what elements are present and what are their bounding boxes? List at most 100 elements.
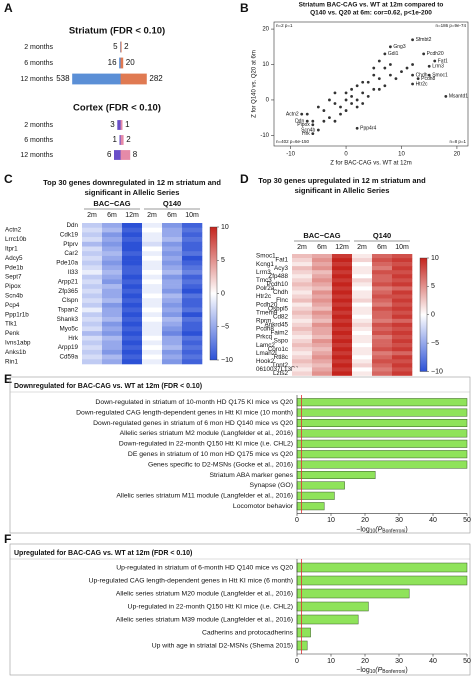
- heat-cell: [372, 322, 393, 328]
- heat-cell: [312, 343, 333, 348]
- heat-cell: [332, 310, 353, 316]
- point: [366, 95, 370, 98]
- point: [344, 91, 348, 95]
- column-label: 2m: [357, 244, 367, 251]
- point: [372, 73, 376, 77]
- heat-cell: [82, 227, 103, 233]
- x-tick-label: 40: [429, 658, 437, 665]
- x-axis-label-part: Bonferroni: [382, 669, 405, 675]
- row-label: 12 months: [20, 152, 53, 159]
- heat-cell: [142, 255, 163, 261]
- row-label: Rprm: [256, 317, 271, 324]
- heat-cell: [372, 270, 393, 275]
- heat-cell: [82, 293, 103, 299]
- heat-cell: [352, 286, 373, 291]
- row-label: Smoc1: [256, 253, 276, 260]
- row-label: Arpp21: [58, 278, 79, 285]
- heat-cell: [182, 321, 203, 327]
- heat-cell: [182, 279, 203, 285]
- point: [311, 123, 315, 127]
- heat-cell: [182, 302, 203, 308]
- heat-cell: [82, 359, 103, 365]
- point-label: Sfmbt2: [416, 37, 432, 43]
- heat-cell: [352, 371, 373, 376]
- row-label: Htr2c: [256, 293, 271, 300]
- heat-cell: [292, 335, 313, 340]
- bar-up: [120, 73, 147, 85]
- heat-cell: [162, 288, 183, 294]
- heat-cell: [162, 223, 183, 228]
- heat-cell: [332, 258, 353, 263]
- heat-cell: [352, 359, 373, 364]
- heat-cell: [352, 298, 373, 303]
- heat-cell: [312, 355, 333, 360]
- x-tick-label: 10: [327, 517, 335, 524]
- panel-title: Striatum (FDR < 0.10): [69, 26, 165, 37]
- heat-cell: [312, 290, 333, 295]
- x-axis-label: −log10(PBonferroni): [356, 526, 407, 534]
- heat-cell: [162, 265, 183, 271]
- row-label: Kcng1: [256, 261, 274, 268]
- heat-cell: [182, 288, 203, 294]
- point: [311, 119, 315, 123]
- point-label: Ddn: [295, 119, 304, 125]
- heat-cell: [392, 318, 413, 324]
- heat-cell: [352, 318, 373, 324]
- term-label: DE genes in striatum of 10 mon HD Q175 m…: [128, 451, 293, 458]
- heat-cell: [162, 274, 183, 280]
- point-label: Pcdh8: [421, 76, 435, 82]
- colorbar-tick-label: 5: [431, 283, 435, 290]
- row-label: Ptprv: [63, 241, 79, 248]
- heat-cell: [312, 351, 333, 356]
- row-label: Anks1b: [5, 349, 27, 356]
- point: [383, 52, 387, 56]
- bar: [296, 562, 468, 573]
- heat-cell: [122, 288, 143, 294]
- heat-cell: [292, 270, 313, 275]
- x-tick-label: -10: [286, 152, 295, 158]
- heat-cell: [182, 237, 203, 243]
- heat-cell: [122, 340, 143, 346]
- bar: [296, 640, 308, 651]
- heat-cell: [332, 326, 353, 332]
- point: [333, 102, 337, 105]
- heat-cell: [292, 318, 313, 324]
- heat-cell: [332, 294, 353, 299]
- row-label: Penk: [5, 330, 20, 337]
- heat-cell: [162, 293, 183, 299]
- heat-cell: [392, 343, 413, 348]
- heat-cell: [142, 317, 163, 322]
- term-label: Allelic series striatum M11 module (Lang…: [116, 493, 293, 500]
- value-label: 2: [126, 135, 131, 144]
- x-tick-label: 0: [344, 152, 348, 158]
- value-label: 5: [113, 42, 118, 51]
- row-label: Ivns1abp: [5, 340, 31, 347]
- heat-cell: [392, 306, 413, 311]
- heat-cell: [332, 339, 353, 344]
- heat-cell: [332, 282, 353, 287]
- heat-cell: [372, 310, 393, 316]
- row-label: Acy3: [274, 265, 288, 272]
- row-label: Scn4b: [5, 293, 23, 300]
- bar: [296, 450, 468, 459]
- heat-cell: [372, 286, 393, 291]
- heat-cell: [372, 290, 393, 295]
- point: [350, 102, 353, 105]
- heat-cell: [82, 237, 103, 243]
- heat-cell: [352, 294, 373, 299]
- heat-cell: [122, 359, 143, 365]
- heat-cell: [122, 312, 143, 318]
- heat-cell: [352, 306, 373, 311]
- heat-cell: [142, 232, 163, 238]
- heat-cell: [332, 367, 353, 372]
- heat-cell: [142, 265, 163, 271]
- term-label: Down-regulated genes in striatum of 6 mo…: [93, 420, 293, 427]
- heat-cell: [332, 347, 353, 352]
- heat-cell: [122, 307, 143, 313]
- row-label: Clspn: [62, 297, 79, 304]
- row-label: Pcdh10: [267, 281, 289, 288]
- heat-cell: [292, 355, 313, 360]
- term-label: Genes specific to D2-MSNs (Gocke et al.,…: [148, 461, 293, 468]
- row-label: Sept7: [5, 274, 22, 281]
- bar: [296, 419, 468, 427]
